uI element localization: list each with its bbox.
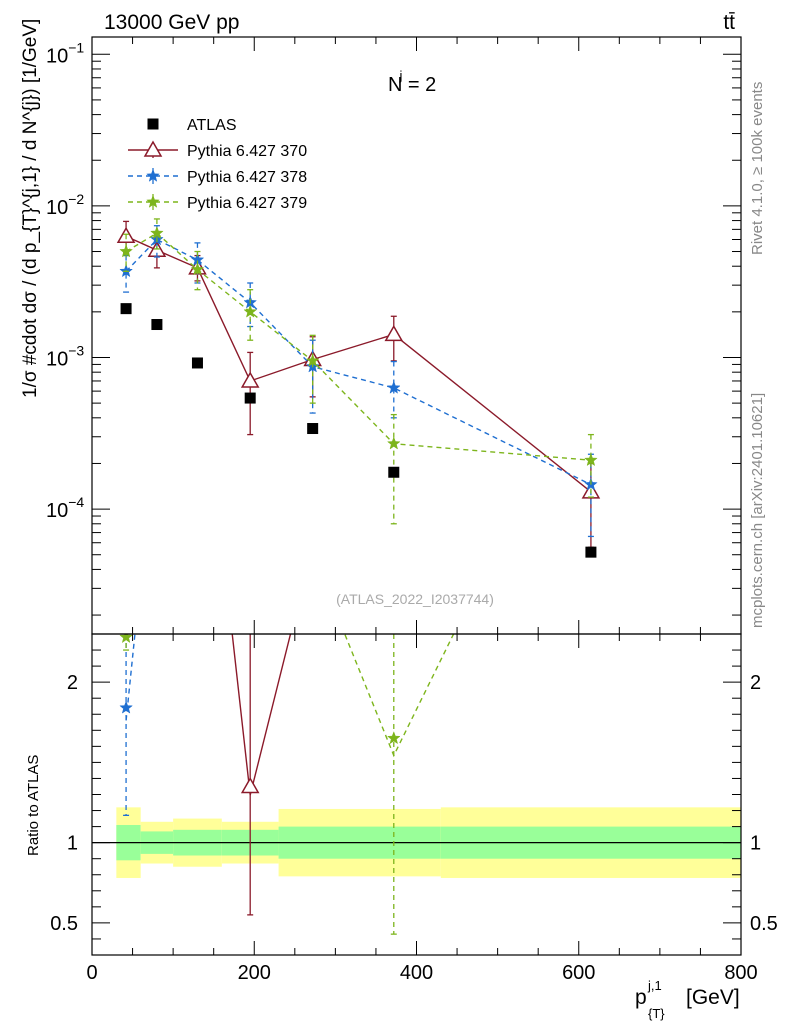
x-axis-label-sub: {T} bbox=[648, 1006, 665, 1021]
series-2 bbox=[119, 218, 598, 525]
series-point-2-4 bbox=[305, 353, 320, 367]
y-tick-exp-0: −1 bbox=[68, 39, 84, 55]
data-point-5 bbox=[388, 466, 400, 478]
x-axis-label-sup: j,1 bbox=[647, 978, 662, 993]
y-tick-label-main-1: 10−2 bbox=[46, 191, 84, 219]
y-tick-base-2: 10 bbox=[46, 348, 68, 370]
header-right: tt̄ bbox=[723, 11, 735, 34]
legend-marker-1 bbox=[143, 140, 163, 157]
series-point-0-3 bbox=[240, 371, 260, 388]
x-axis-label: p j,1 {T} [GeV] bbox=[635, 978, 740, 1021]
ratio-point-3 bbox=[119, 634, 133, 644]
data-series bbox=[120, 303, 597, 558]
x-axis-label-unit: [GeV] bbox=[686, 986, 740, 1009]
ratio-line-2 bbox=[343, 634, 455, 758]
y-tick-base-1: 10 bbox=[46, 197, 68, 219]
series-point-2-0 bbox=[119, 244, 133, 258]
ratio-series-1 bbox=[125, 634, 136, 721]
legend-label-3: Pythia 6.427 379 bbox=[187, 195, 307, 212]
ratio-plot-area bbox=[119, 634, 455, 935]
y-tick-exp-1: −2 bbox=[68, 191, 84, 207]
legend-marker-3 bbox=[146, 194, 160, 208]
svg-text:Nj = 2: Nj = 2 bbox=[388, 68, 436, 96]
y-axis-label-main: 1/σ #cdot dσ / (d p_{T}^{j,1} / d N^{j})… bbox=[20, 19, 41, 398]
series-point-2-2 bbox=[190, 262, 205, 276]
y-tick-exp-2: −3 bbox=[68, 342, 84, 358]
ratio-uncertainty-bands bbox=[92, 807, 741, 878]
y-tick-label-main-3: 10−4 bbox=[46, 494, 84, 522]
series-0 bbox=[116, 220, 601, 548]
y-tick-label-ratio-left-0: 0.5 bbox=[50, 913, 78, 935]
series-point-2-5 bbox=[386, 436, 401, 450]
x-tick-label-600: 600 bbox=[562, 962, 595, 984]
legend-label-2: Pythia 6.427 378 bbox=[187, 169, 307, 186]
data-point-1 bbox=[151, 319, 163, 331]
legend-entry-2: Pythia 6.427 378 bbox=[128, 168, 307, 186]
y-axis-label-ratio: Ratio to ATLAS bbox=[25, 755, 42, 856]
series-point-2-3 bbox=[243, 304, 258, 318]
legend-entry-0: ATLAS bbox=[147, 117, 237, 134]
x-tick-label-400: 400 bbox=[400, 962, 433, 984]
y-tick-label-main-0: 10−1 bbox=[46, 39, 84, 67]
y-tick-label-ratio-left-1: 1 bbox=[67, 833, 78, 855]
x-tick-label-200: 200 bbox=[238, 962, 271, 984]
x-tick-label-800: 800 bbox=[724, 962, 757, 984]
y-tick-label-ratio-right-2: 2 bbox=[750, 672, 761, 694]
header-left: 13000 GeV pp bbox=[104, 11, 239, 34]
legend-marker-2 bbox=[146, 168, 160, 182]
data-point-6 bbox=[585, 546, 597, 558]
ratio-series-2 bbox=[343, 634, 455, 758]
series-point-1-5 bbox=[386, 380, 401, 394]
x-axis-label-main: p bbox=[635, 986, 647, 1009]
data-point-2 bbox=[191, 357, 203, 369]
ratio-point-0 bbox=[240, 776, 260, 794]
annotation-n: N bbox=[388, 74, 402, 96]
series-point-0-5 bbox=[384, 324, 404, 342]
y-tick-base-0: 10 bbox=[46, 45, 68, 67]
analysis-watermark: (ATLAS_2022_I2037744) bbox=[336, 591, 494, 607]
legend-label-1: Pythia 6.427 370 bbox=[187, 143, 307, 160]
y-tick-exp-3: −4 bbox=[68, 494, 84, 510]
data-point-4 bbox=[307, 423, 319, 435]
series-point-2-1 bbox=[150, 225, 164, 240]
x-tick-label-0: 0 bbox=[86, 962, 97, 984]
legend-entry-3: Pythia 6.427 379 bbox=[128, 194, 307, 212]
y-tick-base-3: 10 bbox=[46, 500, 68, 522]
njet-annotation: Nj = 2 bbox=[388, 68, 436, 96]
ratio-frame bbox=[91, 633, 742, 956]
data-point-0 bbox=[120, 303, 132, 315]
legend-label-0: ATLAS bbox=[187, 117, 237, 134]
legend-marker-0 bbox=[147, 118, 159, 130]
y-tick-label-main-2: 10−3 bbox=[46, 342, 84, 370]
legend: ATLAS Pythia 6.427 370 Pythia 6.427 378 Pyt… bbox=[128, 117, 307, 212]
data-point-3 bbox=[244, 392, 256, 404]
y-tick-label-ratio-right-1: 1 bbox=[750, 833, 761, 855]
ratio-point-2 bbox=[386, 731, 401, 745]
ratio-point-1 bbox=[119, 700, 133, 714]
annotation-sup: j bbox=[398, 68, 402, 83]
main-plot-series bbox=[116, 218, 601, 558]
legend-entry-1: Pythia 6.427 370 bbox=[128, 140, 307, 160]
side-label-bottom: mcplots.cern.ch [arXiv:2401.10621] bbox=[749, 393, 766, 628]
side-label-top: Rivet 4.1.0, ≥ 100k events bbox=[749, 82, 766, 255]
annotation-tail: = 2 bbox=[402, 74, 436, 96]
y-tick-label-ratio-right-0: 0.5 bbox=[750, 913, 778, 935]
ratio-line-1 bbox=[125, 634, 136, 721]
y-tick-label-ratio-left-2: 2 bbox=[67, 672, 78, 694]
series-point-2-6 bbox=[584, 452, 598, 467]
